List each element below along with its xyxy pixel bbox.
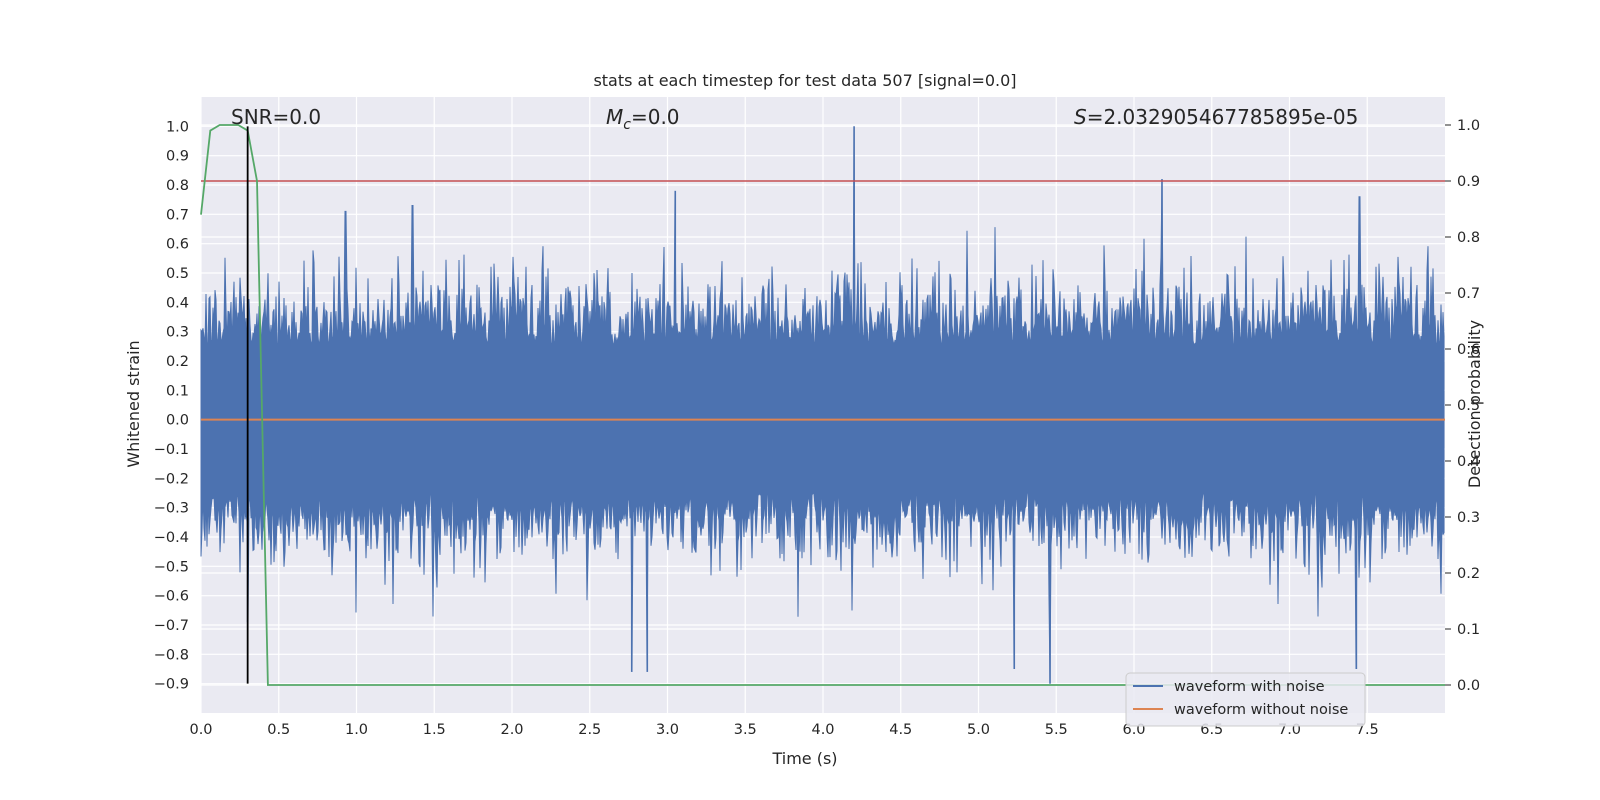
chart-title: stats at each timestep for test data 507…	[593, 71, 1016, 90]
x-tick-label: 4.5	[889, 722, 912, 738]
snr-annotation: SNR=0.0	[231, 105, 321, 129]
x-tick-label: 2.0	[500, 722, 523, 738]
x-tick-labels: 0.0 0.5 1.0 1.5 2.0 2.5 3.0 3.5 4.0 4.5 5.0 5.5 6.0 6…	[189, 722, 1378, 738]
y-tick-label: −0.9	[154, 677, 189, 693]
y2-tick-label: 0.2	[1457, 566, 1480, 582]
y2-tick-label: 0.4	[1457, 454, 1480, 470]
y-axis-label: Whitened strain	[124, 340, 143, 467]
y-tick-label: 0.9	[166, 149, 189, 165]
y-tick-label: 0.0	[166, 413, 189, 429]
y-tick-label: 0.3	[166, 325, 189, 341]
x-tick-label: 2.5	[578, 722, 601, 738]
x-tick-label: 3.5	[734, 722, 757, 738]
x-tick-label: 3.0	[656, 722, 679, 738]
y2-tick-label: 1.0	[1457, 118, 1480, 134]
y-tick-label: 0.8	[166, 178, 189, 194]
y-tick-label: −0.3	[154, 501, 189, 517]
x-tick-label: 0.0	[189, 722, 212, 738]
y2-axis-label: Detection probability	[1465, 320, 1484, 488]
x-axis-label: Time (s)	[771, 749, 837, 768]
y-tick-label: −0.7	[154, 618, 189, 634]
y-tick-label: 0.7	[166, 207, 189, 223]
mc-value: =0.0	[631, 105, 680, 129]
mc-annotation: Mc=0.0	[606, 105, 680, 133]
y-tick-label: −0.8	[154, 647, 189, 663]
x-tick-label: 5.0	[967, 722, 990, 738]
s-value: =2.032905467785895e-05	[1087, 105, 1359, 129]
y2-tick-label: 0.5	[1457, 398, 1480, 414]
y-tick-label: −0.6	[154, 589, 189, 605]
y2-tick-label: 0.1	[1457, 622, 1480, 638]
legend: waveform with noise waveform without noi…	[1125, 672, 1366, 727]
x-tick-label: 0.5	[267, 722, 290, 738]
x-tick-label: 4.0	[811, 722, 834, 738]
x-tick-label: 5.5	[1045, 722, 1068, 738]
y-tick-labels: −0.9 −0.8 −0.7 −0.6 −0.5 −0.4 −0.3 −0.2 −0.1 0.0 0…	[154, 119, 189, 692]
mc-symbol: M	[606, 105, 623, 129]
y-tick-label: −0.1	[154, 442, 189, 458]
y-tick-label: 0.6	[166, 237, 189, 253]
y-tick-label: 0.4	[166, 295, 189, 311]
mc-subscript: c	[623, 117, 631, 133]
y-tick-label: −0.5	[154, 559, 189, 575]
y-tick-label: 1.0	[166, 119, 189, 135]
y2-tick-label: 0.3	[1457, 510, 1480, 526]
y2-tick-label: 0.8	[1457, 230, 1480, 246]
legend-label-without-noise: waveform without noise	[1174, 702, 1348, 718]
y2-tick-labels: 0.0 0.1 0.2 0.3 0.4 0.5 0.6 0.7 0.8 0.9 1.0	[1445, 118, 1480, 694]
s-annotation: S=2.032905467785895e-05	[1074, 105, 1358, 129]
legend-box	[1125, 672, 1366, 727]
waveform-with-noise-series	[200, 126, 1445, 684]
y2-tick-label: 0.9	[1457, 174, 1480, 190]
x-tick-label: 1.5	[423, 722, 446, 738]
legend-label-with-noise: waveform with noise	[1174, 679, 1325, 695]
s-symbol: S	[1074, 105, 1087, 129]
y-tick-label: −0.4	[154, 530, 189, 546]
y-tick-label: −0.2	[154, 471, 189, 487]
y2-tick-label: 0.0	[1457, 678, 1480, 694]
y-tick-label: 0.1	[166, 383, 189, 399]
y2-tick-label: 0.7	[1457, 286, 1480, 302]
y-tick-label: 0.5	[166, 266, 189, 282]
y2-tick-label: 0.6	[1457, 342, 1480, 358]
x-tick-label: 1.0	[345, 722, 368, 738]
noise-envelope	[200, 126, 1445, 684]
y-tick-label: 0.2	[166, 354, 189, 370]
